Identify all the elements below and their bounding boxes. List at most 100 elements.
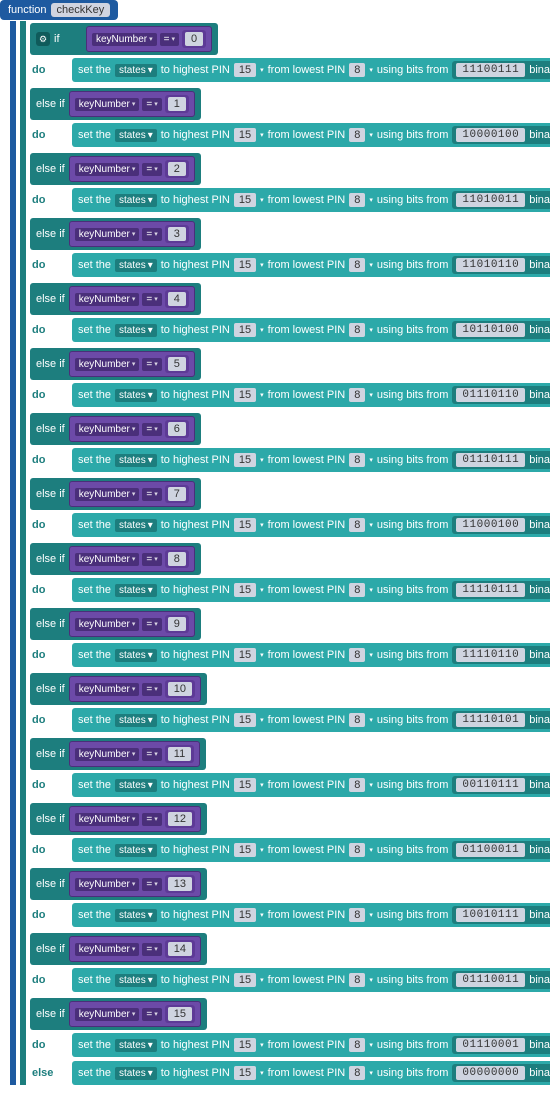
pin-high[interactable]: 15	[234, 193, 256, 207]
states-dropdown[interactable]: states▾	[115, 519, 157, 532]
states-dropdown[interactable]: states▾	[115, 454, 157, 467]
variable-dropdown[interactable]: keyNumber▾	[75, 488, 140, 501]
pin-high[interactable]: 15	[234, 713, 256, 727]
operator-dropdown[interactable]: =▾	[142, 488, 161, 501]
pin-high[interactable]: 15	[234, 583, 256, 597]
pin-low[interactable]: 8	[349, 778, 365, 792]
number-value[interactable]: 1	[168, 97, 186, 111]
pin-low[interactable]: 8	[349, 258, 365, 272]
states-dropdown[interactable]: states▾	[115, 844, 157, 857]
operator-dropdown[interactable]: =▾	[142, 98, 161, 111]
operator-dropdown[interactable]: =▾	[142, 293, 161, 306]
bits-value[interactable]: 11010110	[456, 258, 525, 272]
function-name[interactable]: checkKey	[51, 3, 111, 17]
pin-low[interactable]: 8	[349, 128, 365, 142]
number-value[interactable]: 12	[168, 812, 192, 826]
number-value[interactable]: 5	[168, 357, 186, 371]
variable-dropdown[interactable]: keyNumber▾	[92, 33, 157, 46]
bits-value[interactable]: 11010011	[456, 193, 525, 207]
pin-low[interactable]: 8	[349, 648, 365, 662]
variable-dropdown[interactable]: keyNumber▾	[75, 228, 140, 241]
bits-value[interactable]: 00000000	[456, 1066, 525, 1080]
bits-value[interactable]: 01110001	[456, 1038, 525, 1052]
number-value[interactable]: 4	[168, 292, 186, 306]
variable-dropdown[interactable]: keyNumber▾	[75, 358, 140, 371]
variable-dropdown[interactable]: keyNumber▾	[75, 98, 140, 111]
number-value[interactable]: 2	[168, 162, 186, 176]
pin-high[interactable]: 15	[234, 258, 256, 272]
bits-value[interactable]: 01110111	[456, 453, 525, 467]
variable-dropdown[interactable]: keyNumber▾	[75, 163, 140, 176]
states-dropdown[interactable]: states▾	[115, 389, 157, 402]
states-dropdown[interactable]: states▾	[115, 909, 157, 922]
pin-low[interactable]: 8	[349, 713, 365, 727]
pin-high[interactable]: 15	[234, 518, 256, 532]
pin-high[interactable]: 15	[234, 1066, 256, 1080]
pin-high[interactable]: 15	[234, 128, 256, 142]
number-value[interactable]: 0	[185, 32, 203, 46]
states-dropdown[interactable]: states▾	[115, 1067, 157, 1080]
pin-high[interactable]: 15	[234, 843, 256, 857]
bits-value[interactable]: 11000100	[456, 518, 525, 532]
pin-low[interactable]: 8	[349, 388, 365, 402]
operator-dropdown[interactable]: =▾	[142, 748, 161, 761]
states-dropdown[interactable]: states▾	[115, 324, 157, 337]
pin-high[interactable]: 15	[234, 973, 256, 987]
variable-dropdown[interactable]: keyNumber▾	[75, 683, 140, 696]
operator-dropdown[interactable]: =▾	[142, 618, 161, 631]
pin-high[interactable]: 15	[234, 648, 256, 662]
bits-value[interactable]: 11110111	[456, 583, 525, 597]
operator-dropdown[interactable]: =▾	[142, 878, 161, 891]
pin-high[interactable]: 15	[234, 388, 256, 402]
number-value[interactable]: 13	[168, 877, 192, 891]
operator-dropdown[interactable]: =▾	[142, 163, 161, 176]
pin-low[interactable]: 8	[349, 1066, 365, 1080]
number-value[interactable]: 14	[168, 942, 192, 956]
variable-dropdown[interactable]: keyNumber▾	[75, 293, 140, 306]
states-dropdown[interactable]: states▾	[115, 584, 157, 597]
states-dropdown[interactable]: states▾	[115, 1039, 157, 1052]
pin-high[interactable]: 15	[234, 453, 256, 467]
pin-high[interactable]: 15	[234, 63, 256, 77]
variable-dropdown[interactable]: keyNumber▾	[75, 618, 140, 631]
pin-high[interactable]: 15	[234, 323, 256, 337]
bits-value[interactable]: 01110011	[456, 973, 525, 987]
operator-dropdown[interactable]: =▾	[142, 1008, 161, 1021]
states-dropdown[interactable]: states▾	[115, 259, 157, 272]
pin-low[interactable]: 8	[349, 518, 365, 532]
operator-dropdown[interactable]: =▾	[142, 423, 161, 436]
operator-dropdown[interactable]: =▾	[142, 813, 161, 826]
gear-icon[interactable]: ⚙	[36, 32, 50, 46]
pin-low[interactable]: 8	[349, 323, 365, 337]
bits-value[interactable]: 00110111	[456, 778, 525, 792]
number-value[interactable]: 9	[168, 617, 186, 631]
bits-value[interactable]: 11100111	[456, 63, 525, 77]
operator-dropdown[interactable]: =▾	[142, 943, 161, 956]
number-value[interactable]: 6	[168, 422, 186, 436]
number-value[interactable]: 3	[168, 227, 186, 241]
pin-high[interactable]: 15	[234, 1038, 256, 1052]
states-dropdown[interactable]: states▾	[115, 64, 157, 77]
variable-dropdown[interactable]: keyNumber▾	[75, 1008, 140, 1021]
bits-value[interactable]: 11110110	[456, 648, 525, 662]
pin-low[interactable]: 8	[349, 843, 365, 857]
bits-value[interactable]: 01110110	[456, 388, 525, 402]
states-dropdown[interactable]: states▾	[115, 779, 157, 792]
variable-dropdown[interactable]: keyNumber▾	[75, 878, 140, 891]
states-dropdown[interactable]: states▾	[115, 714, 157, 727]
bits-value[interactable]: 01100011	[456, 843, 525, 857]
pin-low[interactable]: 8	[349, 453, 365, 467]
states-dropdown[interactable]: states▾	[115, 974, 157, 987]
number-value[interactable]: 8	[168, 552, 186, 566]
pin-low[interactable]: 8	[349, 1038, 365, 1052]
operator-dropdown[interactable]: =▾	[142, 683, 161, 696]
pin-low[interactable]: 8	[349, 973, 365, 987]
operator-dropdown[interactable]: =▾	[142, 358, 161, 371]
pin-low[interactable]: 8	[349, 63, 365, 77]
number-value[interactable]: 10	[168, 682, 192, 696]
states-dropdown[interactable]: states▾	[115, 129, 157, 142]
bits-value[interactable]: 10000100	[456, 128, 525, 142]
number-value[interactable]: 7	[168, 487, 186, 501]
bits-value[interactable]: 10010111	[456, 908, 525, 922]
pin-low[interactable]: 8	[349, 193, 365, 207]
